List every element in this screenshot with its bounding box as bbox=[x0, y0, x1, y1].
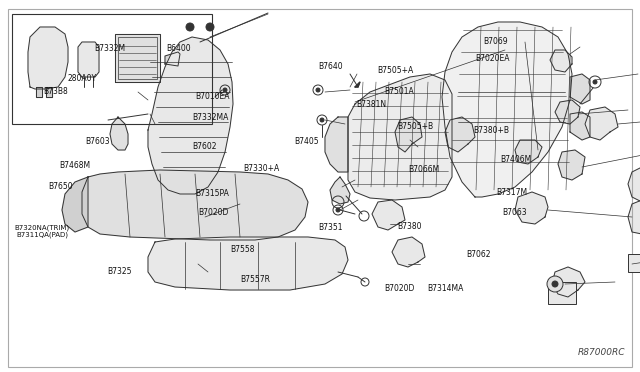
Polygon shape bbox=[355, 82, 360, 87]
Polygon shape bbox=[515, 192, 548, 224]
Polygon shape bbox=[330, 177, 350, 204]
Circle shape bbox=[593, 80, 597, 84]
Text: B7380: B7380 bbox=[397, 222, 421, 231]
Text: B7325: B7325 bbox=[108, 267, 132, 276]
Polygon shape bbox=[372, 200, 405, 230]
Bar bbox=[118, 37, 157, 79]
Text: B7069: B7069 bbox=[483, 37, 508, 46]
Polygon shape bbox=[148, 37, 233, 194]
Polygon shape bbox=[515, 140, 542, 164]
Polygon shape bbox=[115, 34, 160, 82]
Text: B7332MA: B7332MA bbox=[192, 113, 228, 122]
Text: B7640: B7640 bbox=[318, 62, 342, 71]
Polygon shape bbox=[585, 107, 618, 140]
Polygon shape bbox=[552, 267, 585, 297]
Polygon shape bbox=[28, 27, 68, 89]
Text: B7602: B7602 bbox=[192, 142, 216, 151]
Polygon shape bbox=[395, 117, 422, 152]
Polygon shape bbox=[628, 167, 640, 202]
Circle shape bbox=[186, 23, 194, 31]
Text: B7020D: B7020D bbox=[384, 284, 414, 293]
Text: B7332M: B7332M bbox=[95, 44, 126, 53]
Circle shape bbox=[316, 88, 320, 92]
Text: B7315PA: B7315PA bbox=[195, 189, 229, 198]
Text: B7320NA(TRIM): B7320NA(TRIM) bbox=[14, 224, 69, 231]
Text: B7063: B7063 bbox=[502, 208, 527, 217]
Text: B7505+A: B7505+A bbox=[378, 66, 414, 75]
Text: B7501A: B7501A bbox=[384, 87, 413, 96]
Text: B7405: B7405 bbox=[294, 137, 319, 146]
Polygon shape bbox=[36, 87, 42, 97]
Circle shape bbox=[547, 276, 563, 292]
Polygon shape bbox=[148, 237, 348, 290]
Text: B7317M: B7317M bbox=[496, 188, 527, 197]
Circle shape bbox=[206, 23, 214, 31]
Bar bbox=[12, 14, 212, 124]
Text: B7603: B7603 bbox=[85, 137, 109, 146]
Polygon shape bbox=[82, 170, 308, 240]
Polygon shape bbox=[165, 52, 180, 66]
Text: B7020EA: B7020EA bbox=[476, 54, 510, 63]
Polygon shape bbox=[392, 237, 425, 267]
Polygon shape bbox=[348, 74, 452, 200]
Text: B7314MA: B7314MA bbox=[428, 284, 464, 293]
Circle shape bbox=[336, 208, 340, 212]
Polygon shape bbox=[78, 42, 99, 77]
Text: B7010EA: B7010EA bbox=[195, 92, 230, 101]
Text: B7311QA(PAD): B7311QA(PAD) bbox=[16, 232, 68, 238]
Polygon shape bbox=[46, 87, 52, 97]
Circle shape bbox=[552, 281, 558, 287]
Text: R87000RC: R87000RC bbox=[577, 348, 625, 357]
Polygon shape bbox=[325, 117, 348, 172]
Circle shape bbox=[320, 118, 324, 122]
Polygon shape bbox=[442, 22, 572, 197]
Text: B7558: B7558 bbox=[230, 245, 255, 254]
Text: B7650: B7650 bbox=[48, 182, 72, 191]
Text: B7380+B: B7380+B bbox=[474, 126, 509, 135]
Text: B7330+A: B7330+A bbox=[243, 164, 280, 173]
Circle shape bbox=[223, 88, 227, 92]
Text: B7020D: B7020D bbox=[198, 208, 228, 217]
Text: B7381N: B7381N bbox=[356, 100, 387, 109]
Text: B73B8: B73B8 bbox=[44, 87, 68, 96]
Text: B7066M: B7066M bbox=[408, 165, 440, 174]
Text: B7505+B: B7505+B bbox=[397, 122, 433, 131]
Polygon shape bbox=[445, 117, 475, 152]
Text: B7062: B7062 bbox=[466, 250, 490, 259]
Text: B7468M: B7468M bbox=[59, 161, 90, 170]
Polygon shape bbox=[558, 150, 585, 180]
Polygon shape bbox=[110, 117, 128, 150]
Polygon shape bbox=[62, 177, 88, 232]
Polygon shape bbox=[555, 100, 580, 124]
Text: B7351: B7351 bbox=[319, 223, 343, 232]
Bar bbox=[628, 254, 640, 272]
Polygon shape bbox=[570, 112, 590, 140]
Polygon shape bbox=[628, 200, 640, 234]
Text: 280A0Y: 280A0Y bbox=[67, 74, 97, 83]
Polygon shape bbox=[570, 74, 590, 104]
Bar bbox=[548, 282, 576, 304]
Text: B7557R: B7557R bbox=[240, 275, 270, 283]
Text: B7406M: B7406M bbox=[500, 155, 532, 164]
Text: B6400: B6400 bbox=[166, 44, 191, 53]
Polygon shape bbox=[550, 50, 572, 72]
